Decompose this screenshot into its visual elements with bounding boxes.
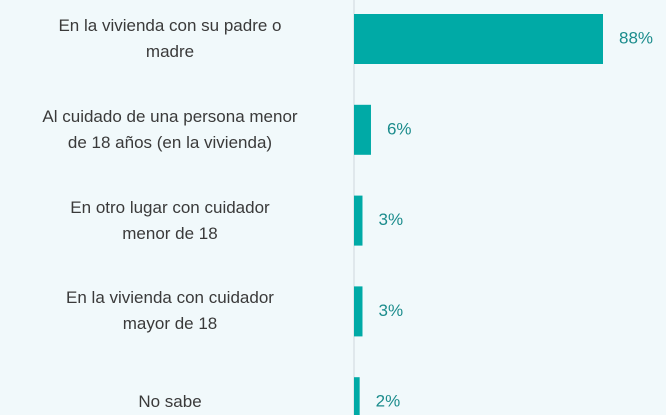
category-label: En otro lugar con cuidador menor de 18 xyxy=(70,197,270,243)
category-label: En la vivienda con cuidador mayor de 18 xyxy=(66,288,274,334)
category-label: No sabe xyxy=(138,392,202,412)
value-label: 2% xyxy=(376,392,401,411)
bar xyxy=(354,286,363,337)
bar xyxy=(354,377,360,415)
category-label: Al cuidado de una persona menor de 18 añ… xyxy=(42,106,298,152)
bar xyxy=(354,104,371,155)
value-label: 88% xyxy=(619,28,653,47)
category-label: En la vivienda con su padre o madre xyxy=(58,16,282,61)
bar xyxy=(354,195,363,246)
bar xyxy=(354,14,603,64)
value-label: 6% xyxy=(387,119,412,138)
value-label: 3% xyxy=(378,210,403,229)
value-label: 3% xyxy=(378,301,403,320)
